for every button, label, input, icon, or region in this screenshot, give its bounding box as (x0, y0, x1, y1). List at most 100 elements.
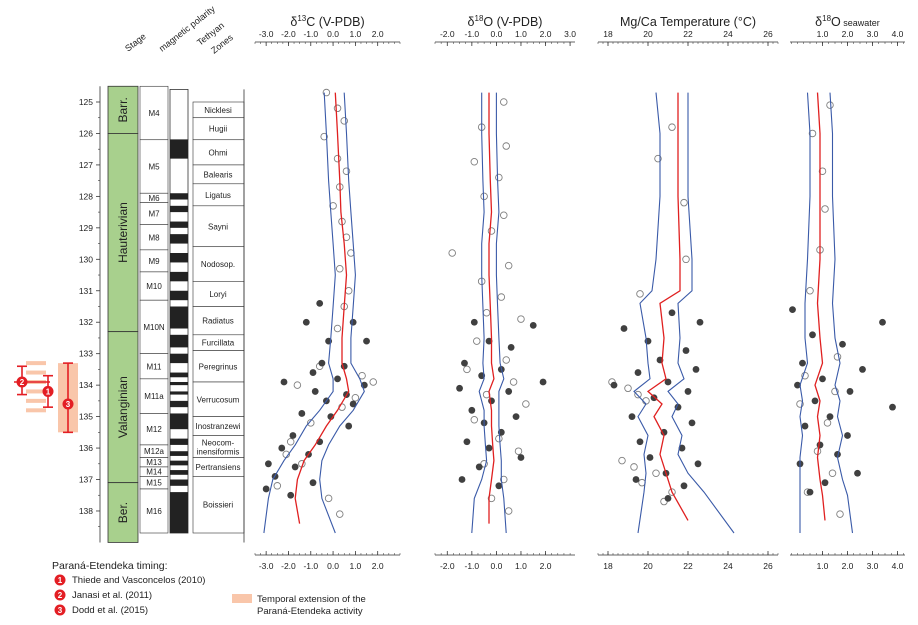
open-point (502, 356, 510, 364)
filled-point (488, 397, 495, 405)
chron-label: M11 (147, 362, 163, 371)
open-point (833, 353, 842, 361)
open-point (473, 337, 481, 345)
chron-label: M16 (146, 507, 162, 516)
legend-marker-2 (54, 589, 66, 601)
filled-point (789, 306, 796, 314)
age-axis: 125 126 127 128 129 130 131 132 133 134 135 136 137 1… (79, 86, 101, 543)
filled-point (628, 413, 636, 420)
filled-point (461, 359, 468, 367)
filled-point (468, 406, 476, 414)
legend-marker-1 (54, 574, 66, 586)
open-point (336, 510, 344, 518)
parana-stripe (26, 408, 46, 413)
top-tick-label: 22 (683, 29, 693, 39)
stage-column: Barr. Hauterivian Valanginian Ber. (107, 85, 139, 543)
open-point (369, 378, 377, 386)
filled-point (309, 369, 317, 376)
lower-band-line (263, 92, 336, 534)
age-tick-label: 127 (79, 160, 93, 170)
header-stage: Stage (123, 31, 148, 53)
open-point (495, 173, 503, 182)
top-tick-label: -2.0 (281, 29, 296, 39)
open-point (333, 324, 342, 333)
filled-point (839, 340, 846, 348)
chron-label: M13 (146, 458, 162, 467)
age-tick-label: 136 (79, 443, 93, 453)
filled-point (664, 494, 672, 502)
top-tick-label: 0.0 (490, 29, 502, 39)
zone-box (192, 306, 245, 336)
polarity-band (170, 139, 188, 159)
top-tick-label: 2.0 (540, 29, 552, 39)
bottom-tick-label: -1.0 (303, 561, 318, 571)
filled-point (309, 479, 317, 487)
bottom-tick-label: -1.0 (465, 561, 480, 571)
open-point (826, 101, 834, 109)
polarity-band (170, 381, 188, 386)
legend-title: Paraná-Etendeka timing: (52, 560, 168, 572)
zone-label: Peregrinus (199, 362, 238, 371)
filled-point (505, 388, 513, 395)
age-tick-label: 129 (79, 223, 93, 233)
top-tick-label: 24 (723, 29, 733, 39)
filled-point (664, 378, 672, 386)
chron-box (139, 299, 169, 354)
polarity-band (170, 334, 188, 348)
polarity-band (170, 400, 188, 408)
filled-point (794, 381, 801, 389)
open-point (463, 365, 471, 374)
zone-label: Furcillata (202, 339, 235, 348)
open-point (668, 123, 676, 131)
stage-label: Barr. (116, 97, 130, 122)
filled-point (680, 482, 688, 490)
polarity-band (170, 438, 188, 445)
open-point (500, 98, 508, 106)
age-tick-label: 126 (79, 128, 93, 138)
zone-label: Balearis (204, 170, 233, 179)
polarity-band (170, 413, 188, 430)
filled-point (620, 325, 628, 332)
filled-point (475, 463, 483, 471)
open-point (680, 198, 688, 207)
filled-point (456, 384, 463, 392)
polarity-band (170, 306, 188, 329)
filled-point (291, 463, 299, 471)
open-point (448, 249, 456, 257)
open-point (522, 400, 530, 408)
polarity-band (170, 205, 188, 213)
polarity-frame-top (169, 89, 189, 141)
filled-point (668, 309, 676, 317)
top-tick-label: -3.0 (259, 29, 274, 39)
filled-point (264, 460, 272, 468)
lower-band-line (633, 92, 661, 534)
filled-point (485, 444, 493, 452)
filled-point (345, 422, 353, 430)
lower-band-line (471, 92, 488, 534)
open-point (470, 415, 479, 424)
parana-stripe (26, 389, 46, 394)
chron-label: M4 (148, 109, 160, 118)
mean-line (488, 92, 495, 524)
stage-label: Valanginian (116, 376, 130, 438)
open-point (333, 104, 342, 113)
isotope-panels: δ13C (V-PDB) -3.0 -2.0 -1.0 0.0 1.0 2.0 -3.0 -2.… (254, 14, 905, 571)
bottom-tick-label: 24 (723, 561, 733, 571)
open-point (821, 205, 829, 213)
open-point (286, 438, 295, 446)
filled-point (287, 491, 295, 499)
filled-point (363, 337, 370, 345)
chron-label: M12 (146, 425, 162, 434)
top-tick-label: 1.0 (515, 29, 527, 39)
parana-marker-3 (62, 398, 74, 410)
age-tick-label: 132 (79, 317, 93, 327)
filled-point (811, 397, 819, 405)
filled-point (318, 359, 326, 367)
zone-label: Radiatus (202, 317, 234, 326)
filled-point (846, 388, 854, 395)
polarity-band (170, 271, 188, 282)
legend-patch-text-1: Temporal extension of the (257, 594, 366, 605)
filled-point (674, 403, 682, 411)
